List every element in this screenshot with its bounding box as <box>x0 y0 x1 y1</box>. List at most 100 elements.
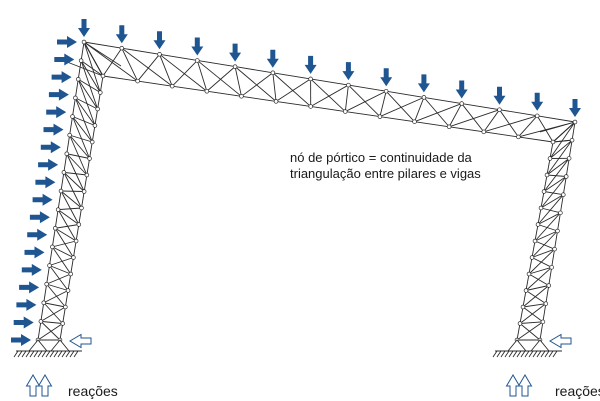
truss-node <box>50 244 55 250</box>
post <box>531 248 555 258</box>
post <box>159 54 173 87</box>
truss-node <box>383 88 389 94</box>
diagonal <box>540 176 567 209</box>
post <box>57 209 80 225</box>
diagonal <box>83 41 138 82</box>
chord-outer <box>568 140 573 159</box>
truss-node <box>65 288 71 293</box>
truss-node <box>81 189 87 194</box>
diagonal <box>63 172 82 209</box>
truss-node <box>98 90 103 95</box>
diagonal <box>52 240 77 248</box>
chord-outer <box>348 84 387 92</box>
chord-outer <box>121 47 160 55</box>
post <box>43 302 66 308</box>
chord-outer <box>40 302 45 322</box>
truss-node <box>195 58 200 63</box>
vertical-load-arrow <box>153 31 166 50</box>
truss-node <box>84 172 90 178</box>
diagonal <box>540 207 561 214</box>
diagonal <box>348 84 381 117</box>
vertical-load-arrow <box>191 37 204 56</box>
truss-node <box>61 170 67 175</box>
chord-inner <box>81 191 85 209</box>
brace <box>83 41 104 77</box>
diagonal <box>69 134 93 143</box>
vertical-load-arrow <box>78 19 90 37</box>
chord-inner <box>449 126 484 133</box>
truss-node <box>89 139 95 145</box>
truss-node <box>523 288 529 293</box>
chord-outer <box>565 158 570 177</box>
post <box>546 157 570 176</box>
chord-outer <box>557 212 561 232</box>
chord-outer <box>545 285 550 304</box>
ground-hatch <box>492 350 558 358</box>
truss-node <box>421 95 427 100</box>
truss-node <box>38 319 44 324</box>
chord-inner <box>67 273 72 291</box>
right-support <box>492 334 572 397</box>
truss-node <box>308 104 313 109</box>
diagonal <box>516 321 544 341</box>
diagonal <box>69 134 88 176</box>
supports <box>13 334 572 397</box>
chord-outer <box>74 79 79 98</box>
chord-outer <box>46 265 50 285</box>
truss-node <box>73 95 78 101</box>
post <box>518 115 538 138</box>
truss-frame <box>37 41 576 341</box>
post <box>66 153 88 176</box>
truss-node <box>70 114 75 119</box>
diagonal <box>546 174 567 177</box>
reaction-arrow-horizontal <box>549 334 572 348</box>
brace <box>83 41 122 67</box>
diagonal <box>310 78 346 112</box>
diagonal <box>543 191 564 196</box>
truss-node <box>100 73 106 79</box>
chord-inner <box>99 75 104 93</box>
post <box>549 139 573 159</box>
chord-inner <box>518 136 554 143</box>
post <box>75 97 96 126</box>
chord-inner <box>72 240 77 258</box>
chord-outer <box>537 115 576 123</box>
truss-node <box>119 45 125 51</box>
chord-outer <box>37 321 42 341</box>
diagonal <box>83 41 101 93</box>
truss-node <box>538 205 544 211</box>
diagonal <box>121 47 173 87</box>
reaction-arrow-up <box>506 374 520 397</box>
chord-inner <box>522 290 527 308</box>
diagonal <box>549 121 576 159</box>
post <box>448 103 463 127</box>
truss-node <box>67 132 72 138</box>
diagonal <box>525 290 547 305</box>
vertical-load-arrow <box>115 25 128 44</box>
truss-node <box>544 172 550 178</box>
chord-inner <box>546 158 551 176</box>
truss-node <box>346 82 351 88</box>
horizontal-load-arrow <box>13 316 34 329</box>
truss-node <box>308 76 313 82</box>
vertical-load-arrow <box>266 49 279 68</box>
chord-inner <box>537 207 542 225</box>
diagonal <box>37 323 63 341</box>
diagonal <box>537 194 564 225</box>
truss-node <box>555 228 560 234</box>
diagonal <box>379 96 425 118</box>
chord-outer <box>66 135 71 154</box>
reactions-label-right: reações <box>555 383 600 399</box>
diagonal <box>536 115 554 143</box>
truss-node <box>52 226 58 231</box>
diagonal <box>57 209 77 242</box>
chord-inner <box>534 224 539 242</box>
horizontal-load-arrow <box>21 263 42 276</box>
chord-inner <box>379 116 415 123</box>
truss-node <box>87 156 92 161</box>
chord-inner <box>75 224 80 242</box>
truss-node <box>529 255 535 260</box>
truss-node <box>232 64 238 69</box>
diagonal <box>522 285 550 308</box>
truss-node <box>497 107 502 112</box>
